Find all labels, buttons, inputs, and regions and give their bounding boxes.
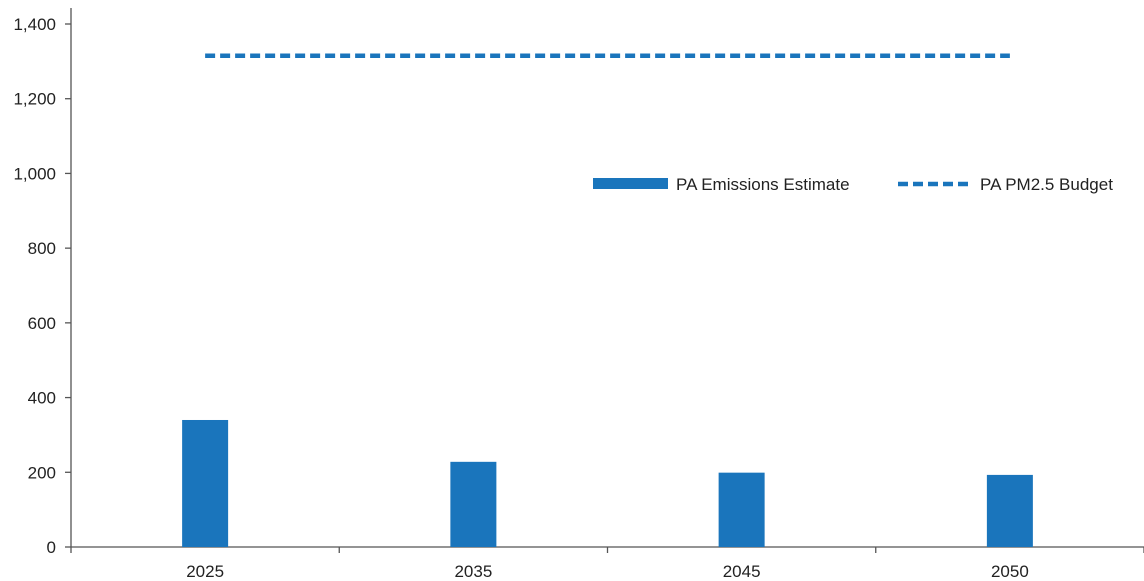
x-tick-label: 2045: [723, 562, 761, 581]
x-tick-label: 2035: [454, 562, 492, 581]
y-tick-label: 1,000: [13, 164, 56, 183]
y-tick-label: 600: [28, 314, 56, 333]
bar: [182, 419, 229, 547]
bar-series: [182, 419, 1033, 547]
bar: [450, 461, 497, 547]
bar: [718, 472, 765, 547]
y-tick-label: 400: [28, 389, 56, 408]
legend: PA Emissions Estimate PA PM2.5 Budget: [593, 175, 1113, 194]
y-tick-label: 1,400: [13, 15, 56, 34]
legend-swatch-emissions: [593, 178, 668, 189]
bar: [986, 474, 1033, 547]
legend-label-emissions: PA Emissions Estimate: [676, 175, 850, 194]
x-tick-label: 2025: [186, 562, 224, 581]
y-tick-label: 800: [28, 239, 56, 258]
y-axis: 0 200 400 600 800 1,000 1,200 1,400: [13, 8, 72, 557]
y-tick-label: 0: [47, 538, 56, 557]
y-tick-label: 1,200: [13, 90, 56, 109]
x-axis: 2025 2035 2045 2050: [70, 546, 1144, 581]
x-tick-label: 2050: [991, 562, 1029, 581]
legend-label-budget: PA PM2.5 Budget: [980, 175, 1113, 194]
y-tick-label: 200: [28, 463, 56, 482]
